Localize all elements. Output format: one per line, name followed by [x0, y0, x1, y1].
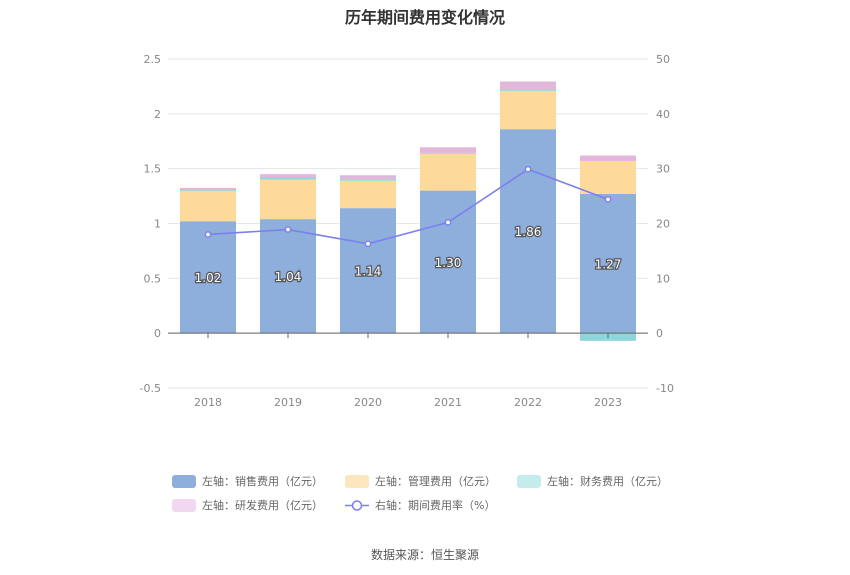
left-tick-label: -0.5: [140, 382, 161, 395]
bar-segment: [180, 190, 236, 222]
bar-segment: [580, 193, 636, 334]
bar-segment: [500, 90, 556, 92]
x-tick-label: 2023: [594, 396, 622, 409]
legend-swatch-admin: [345, 474, 369, 488]
bar-series: [180, 81, 636, 341]
left-tick-label: 1.5: [144, 163, 162, 176]
bar-segment: [420, 152, 476, 154]
bar-value-label: 1.30: [435, 256, 462, 270]
legend-swatch-sales: [172, 474, 196, 488]
legend-label-rnd: 左轴：研发费用（亿元）: [202, 499, 323, 512]
right-tick-label: 20: [656, 218, 670, 231]
bar-segment: [340, 180, 396, 209]
line-series: [204, 165, 612, 248]
left-tick-label: 2.5: [144, 53, 162, 66]
bar-segment: [340, 208, 396, 334]
ratio-line: [207, 168, 609, 245]
bar-value-label: 1.14: [355, 265, 382, 279]
bar-segment: [420, 190, 476, 334]
bar-segment: [500, 90, 556, 130]
legend-item-rnd[interactable]: 左轴：研发费用（亿元）: [172, 497, 323, 513]
legend-item-sales[interactable]: 左轴：销售费用（亿元）: [172, 473, 323, 489]
right-tick-label: 10: [656, 272, 670, 285]
ratio-point: [284, 226, 292, 233]
right-tick-label: 40: [656, 108, 670, 121]
bar-value-label: 1.86: [515, 225, 542, 239]
x-tick-label: 2021: [434, 396, 462, 409]
bar-segment: [580, 155, 636, 161]
bar-segment: [420, 147, 476, 153]
left-tick-label: 0: [154, 327, 161, 340]
legend-item-ratio[interactable]: 右轴：期间费用率（%）: [345, 497, 495, 513]
right-tick-label: 0: [656, 327, 663, 340]
x-tick-label: 2022: [514, 396, 542, 409]
ratio-point: [364, 240, 372, 248]
legend-item-finance[interactable]: 左轴：财务费用（亿元）: [517, 473, 668, 489]
right-tick-label: -10: [656, 382, 674, 395]
ratio-point: [604, 196, 612, 203]
ratio-point: [524, 165, 532, 173]
bar-segment: [180, 221, 236, 334]
ratio-point: [444, 219, 452, 226]
left-tick-label: 1: [154, 218, 161, 231]
right-tick-label: 30: [656, 163, 670, 176]
bar-segment: [260, 219, 316, 334]
legend-swatch-finance: [517, 474, 541, 488]
bar-segment: [260, 177, 316, 180]
legend-swatch-rnd: [172, 498, 196, 512]
gridlines: [168, 58, 648, 389]
bar-segment: [340, 179, 396, 181]
right-tick-label: 50: [656, 53, 670, 66]
data-labels: 1.02 1.04 1.14 1.30 1.86 1.27: [193, 224, 622, 286]
left-tick-label: 2: [154, 108, 161, 121]
axes: 2.5 50 2 40 1.5 30 1 20 0.5 10 0 0 -0.5 -10 2018 2019 20…: [140, 53, 674, 409]
bar-segment: [260, 174, 316, 178]
bar-segment: [500, 129, 556, 334]
bar-segment: [500, 81, 556, 91]
x-tick-label: 2019: [274, 396, 302, 409]
bar-value-label: 1.04: [275, 270, 302, 284]
bar-value-label: 1.27: [595, 258, 622, 272]
x-tick-label: 2018: [194, 396, 222, 409]
legend-label-admin: 左轴：管理费用（亿元）: [375, 475, 496, 488]
legend-label-sales: 左轴：销售费用（亿元）: [202, 475, 323, 488]
legend-label-finance: 左轴：财务费用（亿元）: [547, 475, 668, 488]
legend-line-icon: [345, 499, 369, 511]
bar-segment: [180, 187, 236, 191]
legend-label-ratio: 右轴：期间费用率（%）: [375, 499, 496, 512]
legend-item-admin[interactable]: 左轴：管理费用（亿元）: [345, 473, 496, 489]
bar-segment: [580, 160, 636, 194]
left-tick-label: 0.5: [144, 272, 162, 285]
data-source: 数据来源：恒生聚源: [370, 548, 479, 562]
bar-segment: [340, 175, 396, 180]
bar-value-label: 1.02: [195, 271, 222, 285]
bar-segment: [260, 179, 316, 220]
chart-title: 历年期间费用变化情况: [344, 8, 505, 27]
bar-segment: [420, 153, 476, 191]
bar-segment: [180, 190, 236, 191]
ratio-point: [204, 231, 212, 238]
x-tick-label: 2020: [354, 396, 382, 409]
